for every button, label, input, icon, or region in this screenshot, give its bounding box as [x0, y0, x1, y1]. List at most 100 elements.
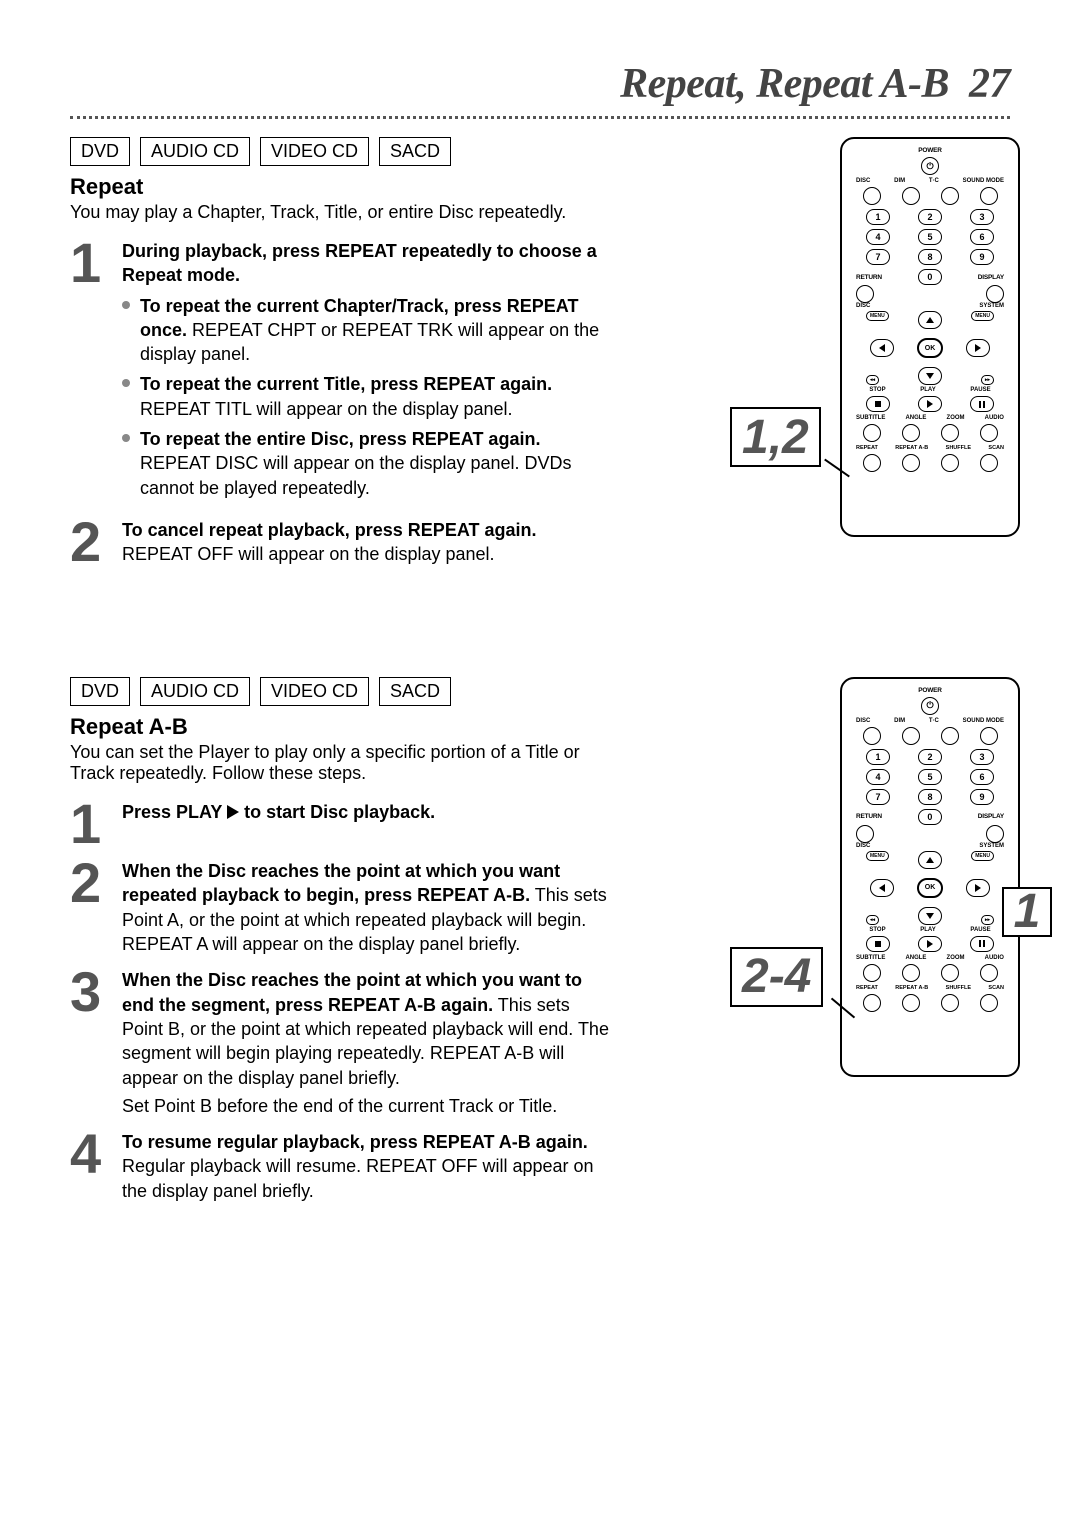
option-labels-1: SUBTITLEANGLEZOOMAUDIO — [852, 415, 1008, 421]
display-label: DISPLAY — [978, 813, 1004, 820]
repeat-button — [863, 454, 881, 472]
arrow-up — [918, 311, 942, 329]
numpad-0: 0 — [918, 809, 942, 825]
tc-button — [941, 187, 959, 205]
media-tag: AUDIO CD — [140, 137, 250, 166]
return-label: RETURN — [856, 813, 882, 820]
step-body: To cancel repeat playback, press REPEAT … — [122, 518, 610, 567]
numpad-0: 0 — [918, 269, 942, 285]
option-labels-1: SUBTITLEANGLEZOOMAUDIO — [852, 955, 1008, 961]
remote-illustration: POWER ⏻ DISCDIMT·CSOUND MODE 123456789 R… — [840, 677, 1020, 1077]
transport-labels: STOPPLAYPAUSE — [852, 927, 1008, 933]
step-body: Press PLAY to start Disc playback. — [122, 800, 435, 848]
audio-button — [980, 424, 998, 442]
shuffle-button — [941, 994, 959, 1012]
callout-1: 1 — [1002, 887, 1052, 937]
remote-illustration: POWER ⏻ DISCDIMT·CSOUND MODE 123456789 R… — [840, 137, 1020, 537]
next-button: ▸▸ — [981, 915, 994, 925]
zoom-button — [941, 424, 959, 442]
arrow-down — [918, 907, 942, 925]
repeat-ab-button — [902, 994, 920, 1012]
disc-label: DISC — [856, 843, 870, 849]
return-button — [856, 825, 874, 843]
disc-label: DISC — [856, 303, 870, 309]
page-number: 27 — [969, 61, 1010, 107]
sub-bullet: To repeat the entire Disc, press REPEAT … — [122, 427, 610, 500]
section-repeat: DVDAUDIO CDVIDEO CDSACD Repeat You may p… — [70, 137, 1010, 567]
arrow-right — [966, 339, 990, 357]
step-body: To resume regular playback, press REPEAT… — [122, 1130, 610, 1203]
arrow-right — [966, 879, 990, 897]
power-button: ⏻ — [921, 697, 939, 715]
next-button: ▸▸ — [981, 375, 994, 385]
callout-text: 2-4 — [742, 949, 811, 1004]
numpad-3: 3 — [970, 209, 994, 225]
display-label: DISPLAY — [978, 274, 1004, 281]
numpad-4: 4 — [866, 229, 890, 245]
remote-control: POWER ⏻ DISCDIMT·CSOUND MODE 123456789 R… — [840, 137, 1020, 537]
ok-button: OK — [917, 338, 943, 358]
dim-button — [902, 187, 920, 205]
media-tag: VIDEO CD — [260, 137, 369, 166]
display-button — [986, 825, 1004, 843]
pause-button — [970, 936, 994, 952]
steps-list: 1Press PLAY to start Disc playback.2When… — [70, 800, 610, 1203]
numpad-8: 8 — [918, 789, 942, 805]
nav-pad: MENU MENU OK ◂◂ ▸▸ — [870, 313, 990, 383]
ok-button: OK — [917, 878, 943, 898]
power-label: POWER — [852, 687, 1008, 694]
arrow-left — [870, 339, 894, 357]
play-button — [918, 936, 942, 952]
disc-button — [863, 727, 881, 745]
numpad-9: 9 — [970, 249, 994, 265]
numpad-2: 2 — [918, 209, 942, 225]
numpad-8: 8 — [918, 249, 942, 265]
media-tag: SACD — [379, 677, 451, 706]
media-tag: DVD — [70, 677, 130, 706]
arrow-up — [918, 851, 942, 869]
sub-bullet: To repeat the current Chapter/Track, pre… — [122, 294, 610, 367]
sound-mode-button — [980, 187, 998, 205]
step-number: 1 — [70, 800, 110, 848]
section-intro: You may play a Chapter, Track, Title, or… — [70, 202, 610, 223]
zoom-button — [941, 964, 959, 982]
power-button: ⏻ — [921, 157, 939, 175]
top-labels: DISCDIMT·CSOUND MODE — [852, 178, 1008, 184]
prev-button: ◂◂ — [866, 915, 879, 925]
option-labels-2: REPEATREPEAT A-BSHUFFLESCAN — [852, 985, 1008, 991]
numpad-7: 7 — [866, 249, 890, 265]
numpad-1: 1 — [866, 209, 890, 225]
step: 2To cancel repeat playback, press REPEAT… — [70, 518, 610, 567]
repeat-button — [863, 994, 881, 1012]
steps-list: 1During playback, press REPEAT repeatedl… — [70, 239, 610, 567]
option-labels-2: REPEATREPEAT A-BSHUFFLESCAN — [852, 445, 1008, 451]
media-tag: VIDEO CD — [260, 677, 369, 706]
angle-button — [902, 424, 920, 442]
top-labels: DISCDIMT·CSOUND MODE — [852, 718, 1008, 724]
subtitle-button — [863, 424, 881, 442]
numpad-1: 1 — [866, 749, 890, 765]
display-button — [986, 285, 1004, 303]
prev-button: ◂◂ — [866, 375, 879, 385]
play-icon — [227, 805, 239, 819]
scan-button — [980, 454, 998, 472]
media-tag: AUDIO CD — [140, 677, 250, 706]
menu-left: MENU — [866, 311, 889, 321]
callout-text: 1 — [1014, 884, 1041, 939]
subtitle-button — [863, 964, 881, 982]
step-body: During playback, press REPEAT repeatedly… — [122, 239, 610, 506]
tc-button — [941, 727, 959, 745]
step: 1Press PLAY to start Disc playback. — [70, 800, 610, 848]
arrow-down — [918, 367, 942, 385]
audio-button — [980, 964, 998, 982]
step-body: When the Disc reaches the point at which… — [122, 859, 610, 956]
step-number: 4 — [70, 1130, 110, 1203]
media-tag: SACD — [379, 137, 451, 166]
callout-2-4: 2-4 — [730, 947, 823, 1007]
sub-bullets: To repeat the current Chapter/Track, pre… — [122, 294, 610, 500]
angle-button — [902, 964, 920, 982]
shuffle-button — [941, 454, 959, 472]
numpad-7: 7 — [866, 789, 890, 805]
title-text: Repeat, Repeat A-B — [620, 61, 949, 107]
sound-mode-button — [980, 727, 998, 745]
